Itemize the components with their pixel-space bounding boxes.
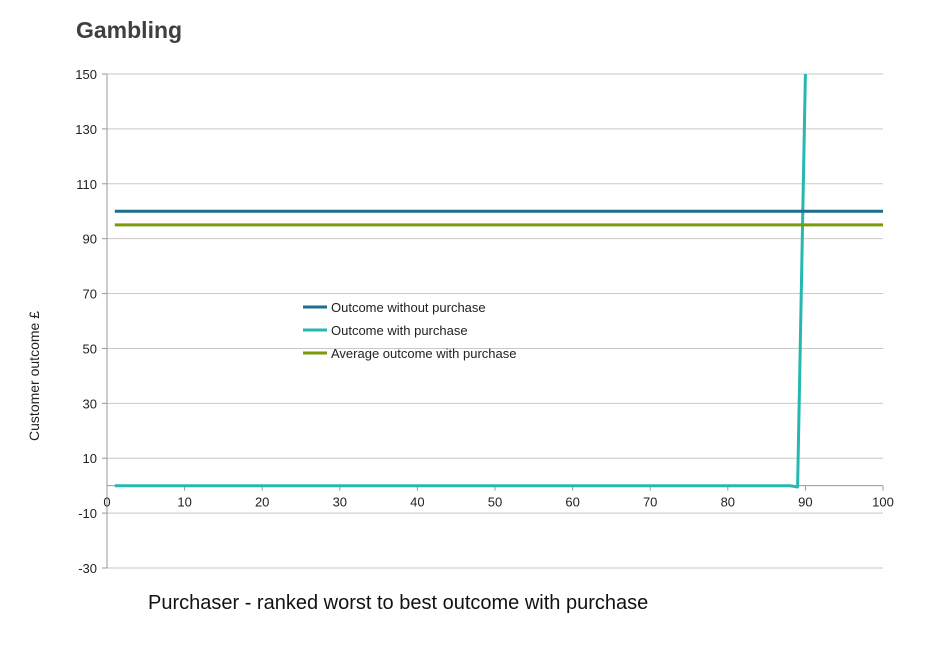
y-tick-label: 130 [75,122,97,137]
x-tick-label: 30 [333,495,347,510]
y-tick-label: 150 [75,67,97,82]
x-tick-label-zero: 0 [103,495,110,510]
y-tick-label: 50 [83,341,97,356]
y-tick-label: -30 [78,561,97,576]
legend-label: Outcome without purchase [331,300,486,315]
x-tick-label: 60 [565,495,579,510]
y-tick-label: 90 [83,232,97,247]
x-tick-label: 100 [872,495,894,510]
x-tick-label: 90 [798,495,812,510]
x-tick-label: 70 [643,495,657,510]
x-tick-label: 20 [255,495,269,510]
legend-label: Average outcome with purchase [331,346,516,361]
tick-labels: 150 130 110 90 70 50 30 10 -10 -30 10 20 30 40 50 60 70 8… [75,67,894,576]
series-lines [114,74,883,489]
legend: Outcome without purchase Outcome with pur… [303,300,516,361]
x-axis-title: Purchaser - ranked worst to best outcome… [148,592,648,614]
y-tick-label: 10 [83,451,97,466]
chart-title: Gambling [76,17,183,43]
gridlines [107,73,883,569]
x-tick-label: 40 [410,495,424,510]
y-tick-label: 70 [83,287,97,302]
x-tick-label: 10 [177,495,191,510]
y-tick-label: 110 [76,177,97,192]
series-line-1 [114,74,807,489]
x-tick-label: 80 [721,495,735,510]
y-axis-title: Customer outcome £ [26,311,42,441]
y-tick-label: 30 [83,396,97,411]
x-tick-label: 50 [488,495,502,510]
legend-label: Outcome with purchase [331,323,468,338]
y-tick-label: -10 [78,506,97,521]
